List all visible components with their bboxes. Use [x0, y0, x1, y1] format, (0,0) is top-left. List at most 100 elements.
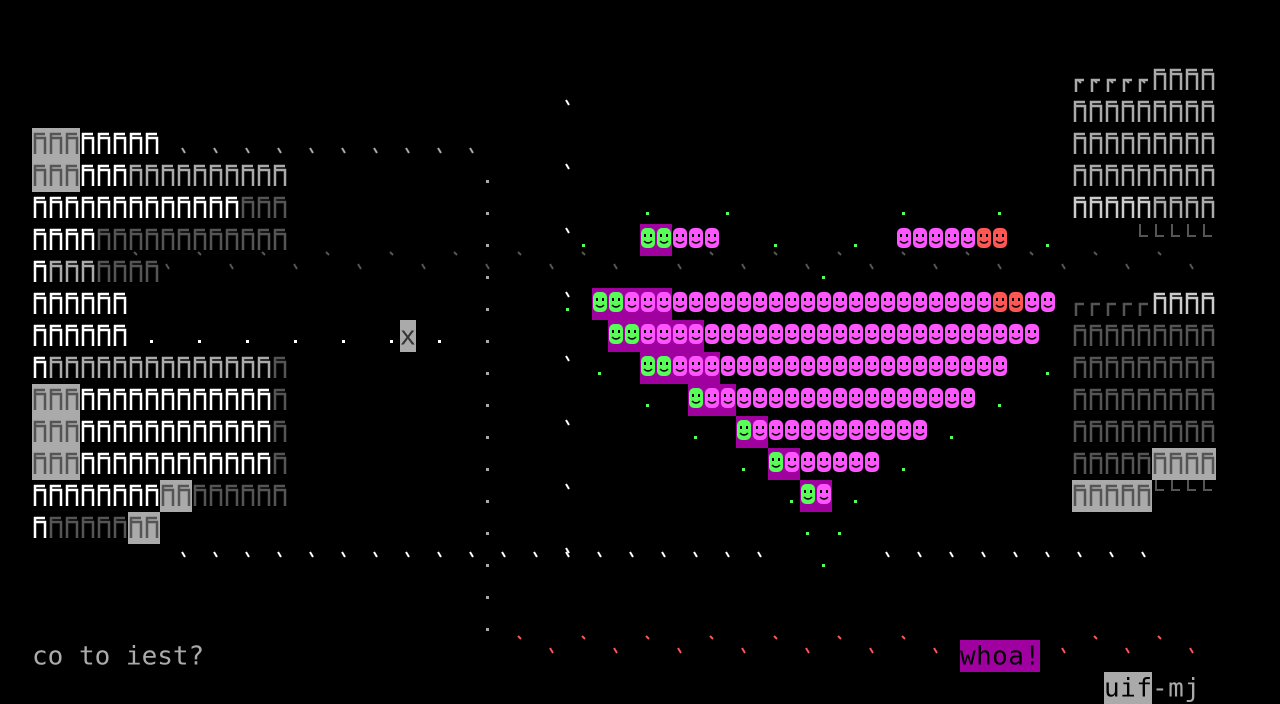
tile [33, 164, 47, 186]
tile [1137, 452, 1151, 474]
dot [486, 468, 489, 471]
tile [113, 484, 127, 506]
sparkle [902, 212, 905, 215]
tile [49, 132, 63, 154]
eye [644, 234, 646, 237]
tick [677, 647, 682, 654]
eye [916, 330, 918, 333]
mouth [787, 464, 797, 468]
eye [938, 394, 940, 397]
mouth [1043, 304, 1053, 308]
eye [740, 394, 742, 397]
dot [294, 340, 297, 343]
mouth [675, 240, 685, 244]
eye [1002, 234, 1004, 237]
tile [1169, 452, 1183, 474]
tick [565, 163, 570, 170]
sparkle [694, 436, 697, 439]
tick [181, 551, 186, 558]
tile [209, 452, 223, 474]
eye [644, 298, 646, 301]
mouth [1011, 304, 1021, 308]
eye [874, 426, 876, 429]
tile [1138, 78, 1148, 92]
tile [209, 164, 223, 186]
segment [913, 228, 927, 248]
tick [1093, 251, 1098, 256]
segment [913, 324, 927, 344]
eye [682, 362, 684, 365]
eye [794, 458, 796, 461]
eye [916, 426, 918, 429]
segment [657, 292, 671, 312]
tile [257, 164, 271, 186]
tile [1185, 420, 1199, 442]
tick [517, 251, 522, 256]
tick [453, 251, 458, 256]
tile [129, 356, 143, 378]
sparkle [822, 276, 825, 279]
sparkle [950, 436, 953, 439]
eye [948, 234, 950, 237]
eye [666, 362, 668, 365]
tile [1201, 292, 1215, 314]
tile [1073, 484, 1087, 506]
tick [325, 251, 330, 256]
mouth [611, 304, 621, 308]
tile [49, 324, 63, 346]
status-rest: -mj [1152, 674, 1200, 704]
mouth [803, 432, 813, 436]
tile [1185, 164, 1199, 186]
dot [486, 532, 489, 535]
tile [1105, 164, 1119, 186]
tile [113, 260, 127, 282]
tile [273, 484, 287, 506]
tile [241, 484, 255, 506]
eye [858, 458, 860, 461]
tile [1122, 302, 1132, 316]
segment [833, 452, 847, 472]
eye [714, 330, 716, 333]
tick [533, 551, 538, 558]
segment [785, 420, 799, 440]
eye [772, 362, 774, 365]
tick [357, 263, 362, 270]
eye [666, 330, 668, 333]
tile [1121, 356, 1135, 378]
eye [922, 362, 924, 365]
tile [97, 228, 111, 250]
tile [1169, 292, 1183, 314]
eye [874, 298, 876, 301]
segment [737, 292, 751, 312]
mouth [675, 336, 685, 340]
tile [1185, 100, 1199, 122]
eye [692, 394, 694, 397]
eye [1002, 330, 1004, 333]
tile [1073, 196, 1087, 218]
eye [612, 330, 614, 333]
tick [261, 251, 266, 256]
tile [65, 228, 79, 250]
mouth [627, 336, 637, 340]
eye [1028, 330, 1030, 333]
eye [746, 394, 748, 397]
mouth [819, 496, 829, 500]
segment [657, 228, 671, 248]
tile [33, 388, 47, 410]
mouth [739, 432, 749, 436]
tile [97, 420, 111, 442]
eye [890, 298, 892, 301]
tick [1061, 263, 1066, 270]
eye [826, 426, 828, 429]
tile [145, 132, 159, 154]
mouth [691, 304, 701, 308]
eye [826, 298, 828, 301]
tile [33, 484, 47, 506]
segment [689, 356, 703, 376]
tile [1185, 356, 1199, 378]
tile [225, 420, 239, 442]
eye [746, 330, 748, 333]
tick [389, 251, 394, 256]
sparkle [1046, 372, 1049, 375]
segment [881, 292, 895, 312]
